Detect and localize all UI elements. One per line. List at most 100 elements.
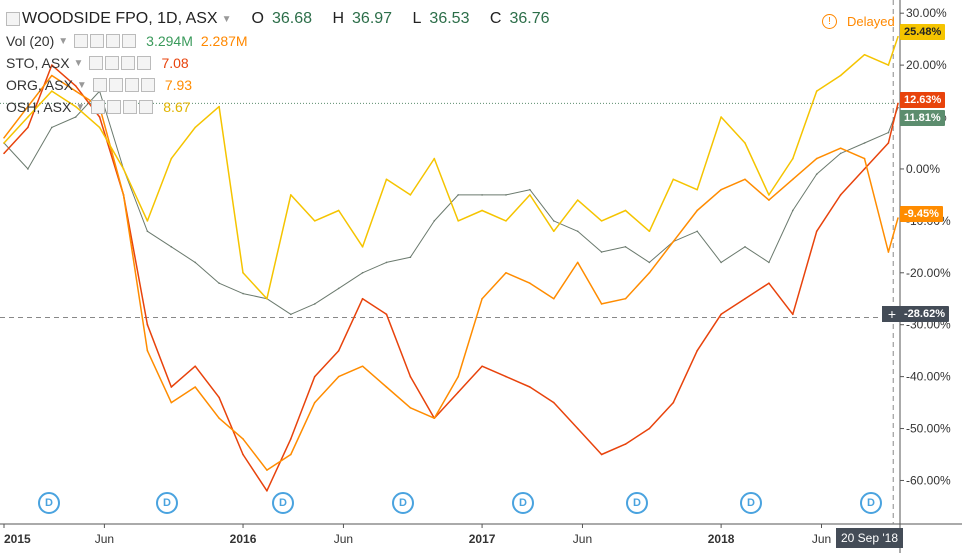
data-point (242, 271, 244, 274)
data-point (863, 142, 866, 144)
crosshair-plus-icon[interactable]: + (882, 306, 902, 322)
dividend-marker[interactable]: D (512, 492, 534, 514)
close-value: 36.76 (509, 10, 550, 27)
eye-icon[interactable] (91, 100, 106, 114)
data-point (385, 178, 388, 181)
dividend-marker[interactable]: D (740, 492, 762, 514)
gear-icon[interactable] (90, 34, 105, 48)
chevron-down-icon[interactable]: ▼ (221, 13, 232, 25)
dividend-marker[interactable]: D (272, 492, 294, 514)
data-point (457, 220, 459, 222)
gear-icon[interactable] (105, 56, 120, 70)
dividend-marker[interactable]: D (38, 492, 60, 514)
data-point (218, 105, 220, 108)
data-point (3, 136, 5, 139)
chevron-down-icon[interactable]: ▼ (58, 35, 69, 47)
data-point (481, 297, 483, 300)
chevron-down-icon[interactable]: ▼ (76, 79, 87, 91)
data-point (170, 401, 173, 404)
plus-icon[interactable] (106, 34, 121, 48)
data-point (552, 401, 555, 404)
data-point (648, 427, 651, 430)
data-point (505, 194, 507, 196)
data-point (170, 246, 173, 248)
plus-icon[interactable] (124, 78, 139, 92)
data-point (122, 194, 125, 196)
data-point (792, 157, 794, 160)
close-icon[interactable] (122, 34, 137, 48)
data-point (720, 313, 722, 316)
data-point (74, 90, 77, 92)
dividend-marker[interactable]: D (860, 492, 882, 514)
chevron-down-icon[interactable]: ▼ (75, 101, 86, 113)
legend-org[interactable]: ORG, ASX ▼ 7.93 (6, 77, 193, 93)
data-point (51, 90, 53, 92)
data-point (194, 386, 197, 388)
plus-icon[interactable] (123, 100, 138, 114)
data-point (744, 246, 746, 248)
gear-icon[interactable] (107, 100, 122, 114)
data-point (361, 246, 364, 248)
open-value: 36.68 (271, 10, 312, 27)
dividend-marker[interactable]: D (392, 492, 414, 514)
data-point (194, 126, 197, 129)
dividend-marker[interactable]: D (156, 492, 178, 514)
eye-icon[interactable] (92, 78, 107, 92)
plus-icon[interactable] (121, 56, 136, 70)
data-point (897, 35, 899, 38)
data-point (648, 230, 651, 233)
x-tick-label: 2015 (4, 532, 31, 546)
info-icon: ! (822, 14, 837, 29)
eye-icon[interactable] (74, 34, 89, 48)
data-point (98, 126, 101, 129)
org-value: 7.93 (164, 77, 193, 93)
data-point (600, 303, 603, 305)
y-tick-label: 20.00% (906, 58, 947, 72)
data-point (863, 168, 866, 170)
legend-sto[interactable]: STO, ASX ▼ 7.08 (6, 55, 189, 71)
data-point (887, 131, 890, 134)
data-point (27, 168, 29, 170)
series-line-sto (3, 64, 899, 492)
y-tick-label: 0.00% (906, 162, 940, 176)
eye-icon[interactable] (89, 56, 104, 70)
data-point (768, 199, 770, 201)
data-point (266, 490, 268, 492)
collapse-icon[interactable] (6, 12, 20, 26)
close-icon[interactable] (137, 56, 152, 70)
y-tick-label: -40.00% (906, 370, 951, 384)
dividend-marker[interactable]: D (626, 492, 648, 514)
data-point (385, 261, 388, 264)
close-icon[interactable] (139, 100, 154, 114)
delayed-indicator[interactable]: ! Delayed (822, 14, 895, 29)
legend-osh[interactable]: OSH, ASX ▼ 8.67 (6, 99, 191, 115)
data-point (74, 116, 77, 118)
data-point (815, 157, 818, 160)
tag-osh: 25.48% (900, 24, 946, 40)
y-tick-label: -50.00% (906, 422, 951, 436)
data-point (768, 282, 770, 284)
data-point (887, 64, 890, 66)
data-point (624, 246, 627, 248)
data-point (576, 230, 579, 233)
data-point (897, 102, 899, 105)
x-tick-label: Jun (573, 532, 592, 546)
symbol-title[interactable]: WOODSIDE FPO, 1D, ASX (22, 10, 218, 27)
close-icon[interactable] (140, 78, 155, 92)
data-point (696, 209, 699, 212)
legend-vol[interactable]: Vol (20) ▼ 3.294M 2.287M (6, 33, 248, 49)
data-point (266, 297, 268, 300)
data-point (696, 188, 699, 191)
gear-icon[interactable] (108, 78, 123, 92)
data-point (266, 469, 268, 471)
vol-value-2: 2.287M (200, 33, 248, 49)
chevron-down-icon[interactable]: ▼ (73, 57, 84, 69)
data-point (433, 220, 436, 222)
data-point (863, 157, 866, 160)
data-point (744, 142, 746, 144)
data-point (481, 194, 483, 196)
data-point (696, 230, 699, 233)
high-value: 36.97 (352, 10, 393, 27)
x-tick-label: Jun (812, 532, 831, 546)
data-point (768, 194, 770, 196)
